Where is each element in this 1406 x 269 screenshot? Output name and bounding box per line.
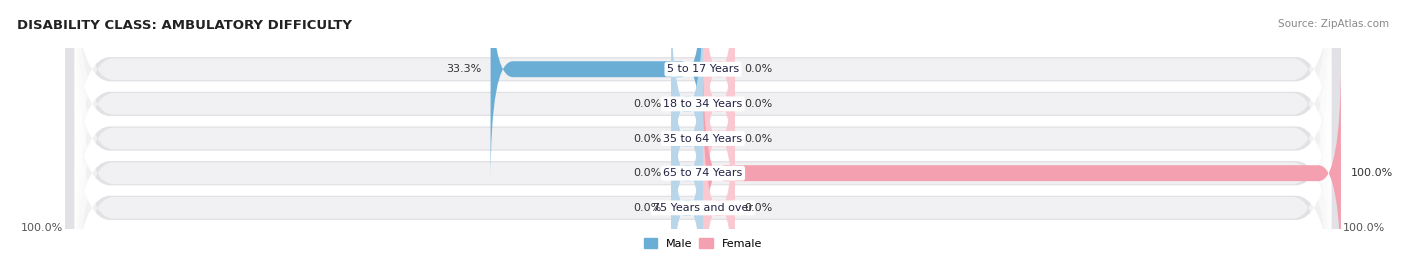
FancyBboxPatch shape (75, 0, 1331, 269)
Text: 75 Years and over: 75 Years and over (652, 203, 754, 213)
Text: 100.0%: 100.0% (1343, 223, 1385, 233)
Text: DISABILITY CLASS: AMBULATORY DIFFICULTY: DISABILITY CLASS: AMBULATORY DIFFICULTY (17, 19, 352, 32)
FancyBboxPatch shape (65, 0, 1341, 269)
FancyBboxPatch shape (703, 0, 735, 183)
Text: 0.0%: 0.0% (633, 99, 662, 109)
FancyBboxPatch shape (75, 0, 1331, 269)
Text: 0.0%: 0.0% (633, 168, 662, 178)
Text: 0.0%: 0.0% (744, 133, 773, 144)
Text: Source: ZipAtlas.com: Source: ZipAtlas.com (1278, 19, 1389, 29)
FancyBboxPatch shape (703, 94, 735, 269)
Legend: Male, Female: Male, Female (641, 235, 765, 252)
FancyBboxPatch shape (703, 25, 735, 252)
FancyBboxPatch shape (671, 94, 703, 269)
Text: 0.0%: 0.0% (744, 99, 773, 109)
Text: 33.3%: 33.3% (446, 64, 481, 74)
FancyBboxPatch shape (65, 0, 1341, 269)
Text: 5 to 17 Years: 5 to 17 Years (666, 64, 740, 74)
Text: 0.0%: 0.0% (744, 203, 773, 213)
FancyBboxPatch shape (65, 0, 1341, 269)
FancyBboxPatch shape (75, 0, 1331, 269)
FancyBboxPatch shape (491, 0, 703, 183)
FancyBboxPatch shape (65, 0, 1341, 269)
Text: 0.0%: 0.0% (744, 64, 773, 74)
FancyBboxPatch shape (75, 0, 1331, 266)
FancyBboxPatch shape (703, 0, 735, 217)
Text: 65 to 74 Years: 65 to 74 Years (664, 168, 742, 178)
FancyBboxPatch shape (65, 0, 1341, 269)
FancyBboxPatch shape (671, 0, 703, 217)
Text: 0.0%: 0.0% (633, 203, 662, 213)
Text: 18 to 34 Years: 18 to 34 Years (664, 99, 742, 109)
FancyBboxPatch shape (75, 11, 1331, 269)
Text: 100.0%: 100.0% (21, 223, 63, 233)
Text: 100.0%: 100.0% (1351, 168, 1393, 178)
FancyBboxPatch shape (671, 25, 703, 252)
FancyBboxPatch shape (703, 60, 1341, 269)
Text: 35 to 64 Years: 35 to 64 Years (664, 133, 742, 144)
Text: 0.0%: 0.0% (633, 133, 662, 144)
FancyBboxPatch shape (671, 60, 703, 269)
